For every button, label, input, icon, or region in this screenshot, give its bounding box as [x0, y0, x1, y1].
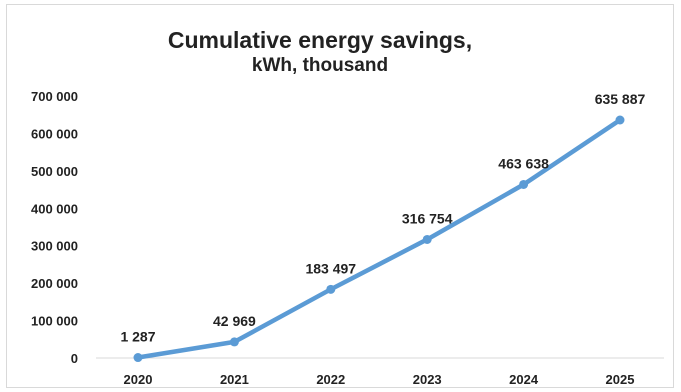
y-tick-label: 300 000 [31, 239, 78, 254]
data-point [422, 234, 432, 244]
data-point [229, 337, 239, 347]
series-line [135, 117, 623, 360]
y-tick-label: 200 000 [31, 276, 78, 291]
x-tick-label: 2020 [124, 372, 153, 387]
y-tick-label: 500 000 [31, 164, 78, 179]
data-point [133, 353, 143, 363]
x-tick-label: 2024 [509, 372, 539, 387]
data-label: 1 287 [120, 329, 155, 345]
data-point [615, 115, 625, 125]
y-tick-label: 600 000 [31, 126, 78, 141]
data-point [519, 179, 529, 189]
y-tick-label: 100 000 [31, 314, 78, 329]
chart-subtitle: kWh, thousand [251, 55, 389, 76]
data-label: 463 638 [498, 155, 549, 171]
chart-title: Cumulative energy savings, [167, 27, 473, 53]
data-label: 183 497 [305, 260, 356, 276]
x-tick-label: 2022 [316, 372, 345, 387]
data-label: 42 969 [213, 313, 256, 329]
data-point [326, 284, 336, 294]
data-label: 316 754 [402, 210, 453, 226]
chart-frame [6, 4, 674, 388]
chart-title-block: Cumulative energy savings, kWh, thousand [0, 26, 640, 78]
y-tick-label: 0 [71, 351, 78, 366]
y-tick-label: 700 000 [31, 89, 78, 104]
x-tick-label: 2025 [606, 372, 635, 387]
x-tick-label: 2021 [220, 372, 249, 387]
y-tick-label: 400 000 [31, 201, 78, 216]
x-tick-label: 2023 [413, 372, 442, 387]
data-label: 635 887 [595, 91, 646, 107]
